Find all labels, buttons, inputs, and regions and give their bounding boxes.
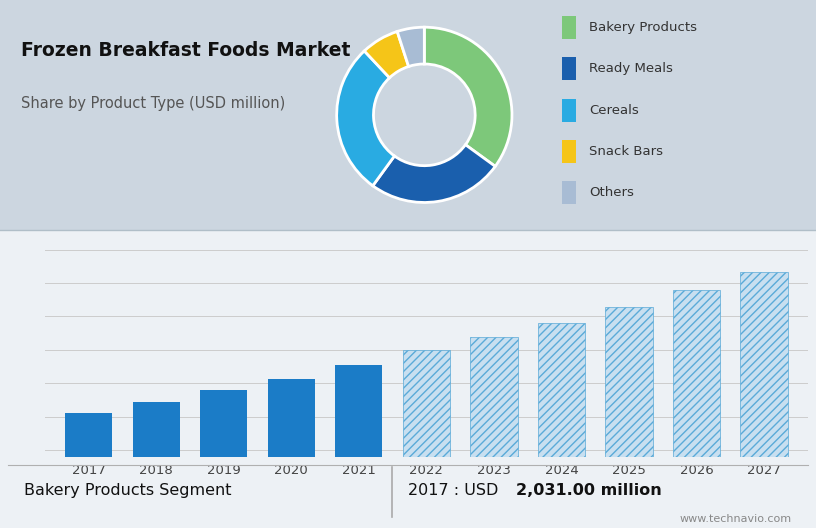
Wedge shape	[424, 27, 512, 166]
Wedge shape	[364, 32, 409, 78]
Text: www.technavio.com: www.technavio.com	[680, 514, 792, 524]
Bar	[268, 379, 315, 528]
Text: Bakery Products Segment: Bakery Products Segment	[24, 484, 232, 498]
Text: Cereals: Cereals	[589, 103, 639, 117]
Bar	[200, 390, 247, 528]
Text: Snack Bars: Snack Bars	[589, 145, 663, 158]
Bar	[605, 307, 653, 528]
Bar	[673, 290, 720, 528]
Bar	[403, 350, 450, 528]
Bar	[65, 412, 113, 528]
Text: Share by Product Type (USD million): Share by Product Type (USD million)	[21, 97, 286, 111]
Bar	[740, 272, 787, 528]
FancyBboxPatch shape	[562, 16, 576, 39]
Bar	[538, 323, 585, 528]
Text: 2,031.00 million: 2,031.00 million	[516, 484, 662, 498]
Bar	[335, 364, 383, 528]
Text: Frozen Breakfast Foods Market: Frozen Breakfast Foods Market	[21, 41, 351, 60]
FancyBboxPatch shape	[562, 140, 576, 163]
FancyBboxPatch shape	[562, 99, 576, 122]
Bar	[133, 402, 180, 528]
Text: 2017 : USD: 2017 : USD	[408, 484, 503, 498]
FancyBboxPatch shape	[562, 182, 576, 204]
Wedge shape	[373, 145, 495, 202]
Wedge shape	[337, 51, 394, 186]
Text: Bakery Products: Bakery Products	[589, 21, 697, 34]
Text: Others: Others	[589, 186, 634, 200]
Text: Ready Meals: Ready Meals	[589, 62, 673, 76]
FancyBboxPatch shape	[562, 58, 576, 80]
Bar	[470, 336, 517, 528]
Wedge shape	[397, 27, 424, 67]
